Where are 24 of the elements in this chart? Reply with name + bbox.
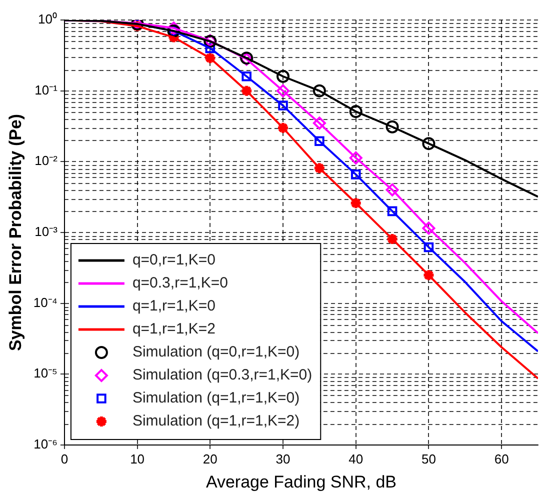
- y-tick-label: 10⁻²: [34, 153, 58, 168]
- legend-label: Simulation (q=0.3,r=1,K=0): [132, 366, 312, 384]
- legend-label: Simulation (q=0,r=1,K=0): [132, 344, 300, 361]
- legend-label: q=0,r=1,K=0: [132, 252, 216, 269]
- y-tick-label: 10⁻⁴: [33, 294, 58, 310]
- y-tick-label: 10⁻⁶: [34, 436, 58, 452]
- legend-label: q=1,r=1,K=2: [132, 320, 216, 338]
- legend-label: q=0.3,r=1,K=0: [132, 274, 228, 292]
- x-tick-label: 10: [130, 451, 145, 466]
- legend-label: Simulation (q=1,r=1,K=2): [132, 412, 300, 430]
- y-tick-label: 10⁻¹: [34, 82, 58, 98]
- x-tick-label: 50: [421, 451, 436, 466]
- y-tick-label: 10⁻⁵: [34, 366, 58, 381]
- x-axis-title: Average Fading SNR, dB: [206, 472, 397, 492]
- legend-label: Simulation (q=1,r=1,K=0): [132, 390, 300, 407]
- y-axis-title: Symbol Error Probability (Pe): [6, 114, 25, 352]
- x-tick-label: 20: [202, 451, 218, 466]
- x-tick-label: 0: [60, 451, 68, 466]
- x-tick-label: 60: [494, 451, 509, 466]
- x-tick-label: 30: [276, 451, 290, 466]
- x-tick-label: 40: [348, 451, 364, 466]
- y-tick-label: 10⁰: [38, 12, 58, 27]
- legend-label: q=1,r=1,K=0: [132, 298, 216, 315]
- y-tick-label: 10⁻³: [34, 224, 58, 240]
